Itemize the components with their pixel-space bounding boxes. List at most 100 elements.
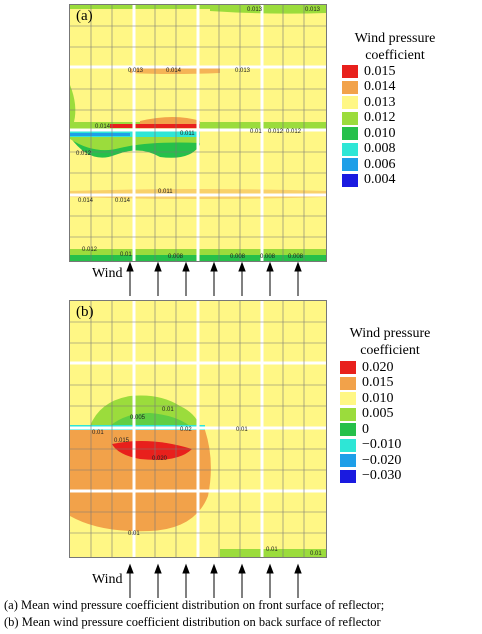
- wind-arrow-icon: [238, 261, 246, 296]
- legend-value: 0.005: [362, 406, 394, 421]
- legend-color-swatch: [342, 173, 358, 187]
- contour-label: 0.020: [152, 456, 168, 462]
- legend-a-title-line2: coefficient: [365, 48, 425, 63]
- contour-label: 0.011: [180, 131, 195, 137]
- legend-value: 0.015: [364, 63, 396, 79]
- contour-label: 0.013: [128, 68, 144, 74]
- contour-label: 0.014: [115, 198, 131, 204]
- wind-a-label: Wind: [92, 266, 123, 281]
- wind-arrow-icon: [266, 563, 274, 598]
- contour-label: 0.008: [260, 254, 276, 260]
- contour-label: 0.011: [158, 189, 173, 195]
- legend-value: 0.010: [364, 125, 396, 141]
- wind-arrow-icon: [154, 261, 162, 296]
- legend-value: 0.014: [364, 79, 396, 94]
- legend-entry: 0.010: [340, 391, 394, 406]
- legend-entry: 0.004: [342, 172, 396, 188]
- legend-color-swatch: [342, 96, 358, 109]
- legend-entry: −0.010: [340, 437, 402, 453]
- legend-color-swatch: [342, 111, 358, 125]
- contour-label: 0.01: [250, 129, 262, 135]
- contour-label: 0.013: [305, 7, 321, 13]
- contour-label: 0.01: [236, 427, 248, 433]
- contour-label: 0.008: [168, 254, 184, 260]
- legend-value: 0.010: [362, 390, 394, 406]
- legend-value: 0.006: [364, 156, 396, 172]
- legend-color-swatch: [342, 158, 358, 171]
- legend-entry: 0.006: [342, 157, 396, 172]
- legend-b-title: Wind pressure coefficient: [320, 325, 460, 359]
- legend-a-title: Wind pressure coefficient: [330, 30, 460, 64]
- legend-entry: 0.010: [342, 126, 396, 141]
- legend-color-swatch: [340, 454, 356, 467]
- legend-entry: 0.013: [342, 95, 396, 110]
- legend-color-swatch: [340, 361, 356, 374]
- panel-a-contour-plot: 0.013 0.013 0.013 0.014 0.013 0.014 0.01…: [69, 4, 327, 262]
- wind-b-arrows: [126, 563, 302, 598]
- contour-label: 0.012: [286, 129, 302, 135]
- legend-value: 0: [362, 421, 369, 437]
- panel-b-contour-svg: 0.01 0.005 0.01 0.02 0.01 0.015 0.020 0.…: [70, 301, 326, 557]
- legend-value: −0.010: [362, 437, 402, 452]
- contour-label: 0.008: [230, 254, 246, 260]
- legend-entry: 0.012: [342, 110, 396, 126]
- legend-value: −0.030: [362, 468, 402, 483]
- legend-entry: 0: [340, 422, 369, 437]
- legend-color-swatch: [342, 142, 358, 156]
- contour-label: 0.012: [82, 247, 98, 253]
- contour-label: 0.005: [130, 415, 146, 421]
- contour-label: 0.01: [266, 547, 278, 553]
- legend-color-swatch: [342, 65, 358, 78]
- contour-label: 0.012: [76, 151, 92, 157]
- legend-color-swatch: [340, 392, 356, 405]
- wind-arrow-icon: [294, 261, 302, 296]
- legend-color-swatch: [342, 127, 358, 140]
- legend-entry: 0.015: [340, 375, 394, 391]
- contour-label: 0.01: [120, 252, 132, 258]
- legend-value: 0.020: [362, 359, 394, 375]
- contour-label: 0.014: [95, 124, 111, 130]
- wind-arrow-icon: [238, 563, 246, 598]
- contour-label: 0.012: [268, 129, 284, 135]
- contour-label: 0.013: [247, 7, 263, 13]
- figure-caption-line2: (b) Mean wind pressure coefficient distr…: [4, 615, 381, 629]
- legend-value: −0.020: [362, 452, 402, 468]
- legend-b-title-line1: Wind pressure: [349, 326, 431, 341]
- legend-color-swatch: [340, 438, 356, 452]
- legend-entry: 0.005: [340, 406, 394, 422]
- legend-entry: 0.014: [342, 79, 396, 95]
- legend-entry: 0.008: [342, 141, 396, 157]
- wind-arrow-icon: [154, 563, 162, 598]
- legend-entry: −0.030: [340, 468, 402, 484]
- wind-arrow-icon: [266, 261, 274, 296]
- wind-arrow-icon: [294, 563, 302, 598]
- contour-label: 0.02: [180, 427, 192, 433]
- wind-b-label: Wind: [92, 572, 123, 587]
- legend-b-title-line2: coefficient: [360, 343, 420, 358]
- wind-arrow-icon: [182, 563, 190, 598]
- wind-a-arrows: [126, 261, 302, 296]
- contour-label: 0.013: [235, 68, 251, 74]
- legend-value: 0.008: [364, 141, 396, 156]
- contour-label: 0.01: [310, 551, 322, 557]
- legend-color-swatch: [340, 376, 356, 390]
- contour-label: 0.008: [288, 254, 304, 260]
- legend-value: 0.012: [364, 110, 396, 125]
- contour-label: 0.01: [128, 531, 140, 537]
- panel-a-label: (a): [76, 8, 93, 24]
- contour-label: 0.01: [92, 430, 104, 436]
- legend-entry: 0.020: [340, 360, 394, 375]
- panel-b-contour-plot: 0.01 0.005 0.01 0.02 0.01 0.015 0.020 0.…: [69, 300, 327, 558]
- legend-a-title-line1: Wind pressure: [354, 31, 436, 46]
- panel-b-label: (b): [76, 304, 94, 320]
- wind-arrow-icon: [210, 261, 218, 296]
- panel-a-contour-svg: 0.013 0.013 0.013 0.014 0.013 0.014 0.01…: [70, 5, 326, 261]
- wind-arrow-icon: [210, 563, 218, 598]
- legend-value: 0.015: [362, 375, 394, 390]
- wind-arrow-icon: [126, 563, 134, 598]
- legend-value: 0.013: [364, 94, 396, 110]
- contour-label: 0.01: [162, 407, 174, 413]
- wind-arrow-icon: [182, 261, 190, 296]
- legend-color-swatch: [340, 423, 356, 436]
- contour-label: 0.015: [114, 438, 130, 444]
